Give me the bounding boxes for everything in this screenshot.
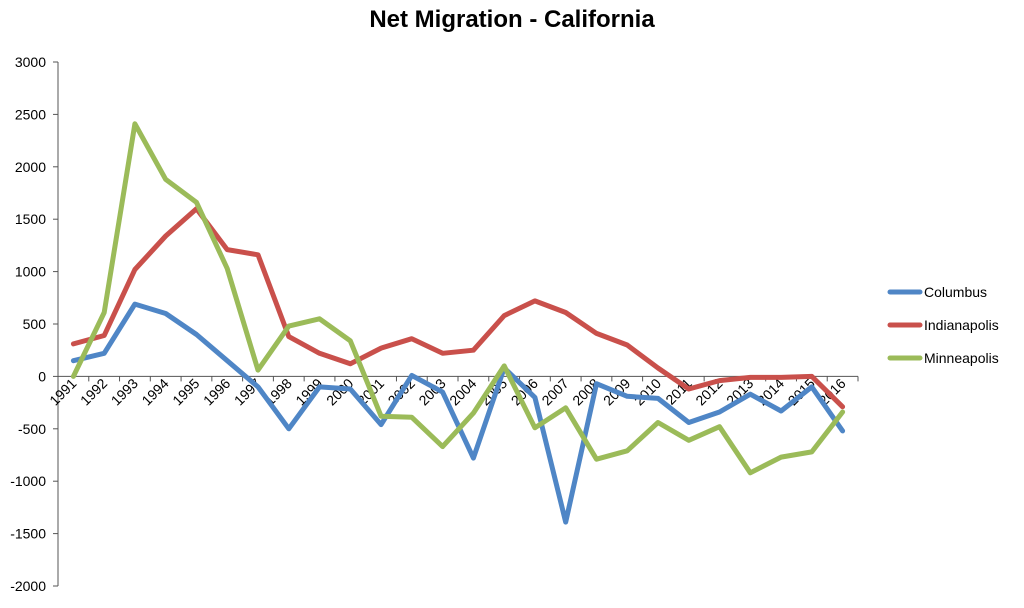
- series-line-minneapolis: [70, 121, 846, 476]
- y-tick-label: 0: [38, 368, 46, 384]
- y-tick-label: -1500: [10, 526, 46, 542]
- x-tick-label: 2010: [631, 375, 664, 408]
- y-tick-label: -1000: [10, 473, 46, 489]
- y-tick-label: 1500: [15, 211, 46, 227]
- y-tick-label: 1000: [15, 264, 46, 280]
- y-tick-label: 2000: [15, 159, 46, 175]
- legend: Columbus Indianapolis Minneapolis: [887, 284, 999, 366]
- x-tick-label: 1996: [200, 375, 233, 408]
- x-tick-label: 2004: [446, 375, 479, 408]
- legend-label-minneapolis: Minneapolis: [924, 350, 999, 366]
- series-lines: [70, 121, 846, 525]
- y-tick-label: 3000: [15, 54, 46, 70]
- x-tick-label: 1995: [169, 375, 202, 408]
- legend-label-columbus: Columbus: [924, 284, 987, 300]
- x-tick-label: 1994: [138, 375, 171, 408]
- y-tick-label: -500: [18, 421, 46, 437]
- y-tick-label: 2500: [15, 106, 46, 122]
- legend-label-indianapolis: Indianapolis: [924, 317, 999, 333]
- chart-title: Net Migration - California: [369, 6, 655, 33]
- x-tick-label: 2007: [538, 375, 571, 408]
- y-tick-label: 500: [23, 316, 47, 332]
- x-tick-label: 1991: [46, 375, 79, 408]
- x-tick-label: 1992: [77, 375, 110, 408]
- series-line-columbus: [70, 301, 846, 525]
- x-tick-label: 1993: [108, 375, 141, 408]
- x-tick-label: 2008: [569, 375, 602, 408]
- y-tick-label: -2000: [10, 578, 46, 594]
- x-tick-label: 1998: [262, 375, 295, 408]
- y-axis: 3000 2500 2000 1500 1000 500 0 -500 -1000 -1500 -2…: [10, 54, 59, 594]
